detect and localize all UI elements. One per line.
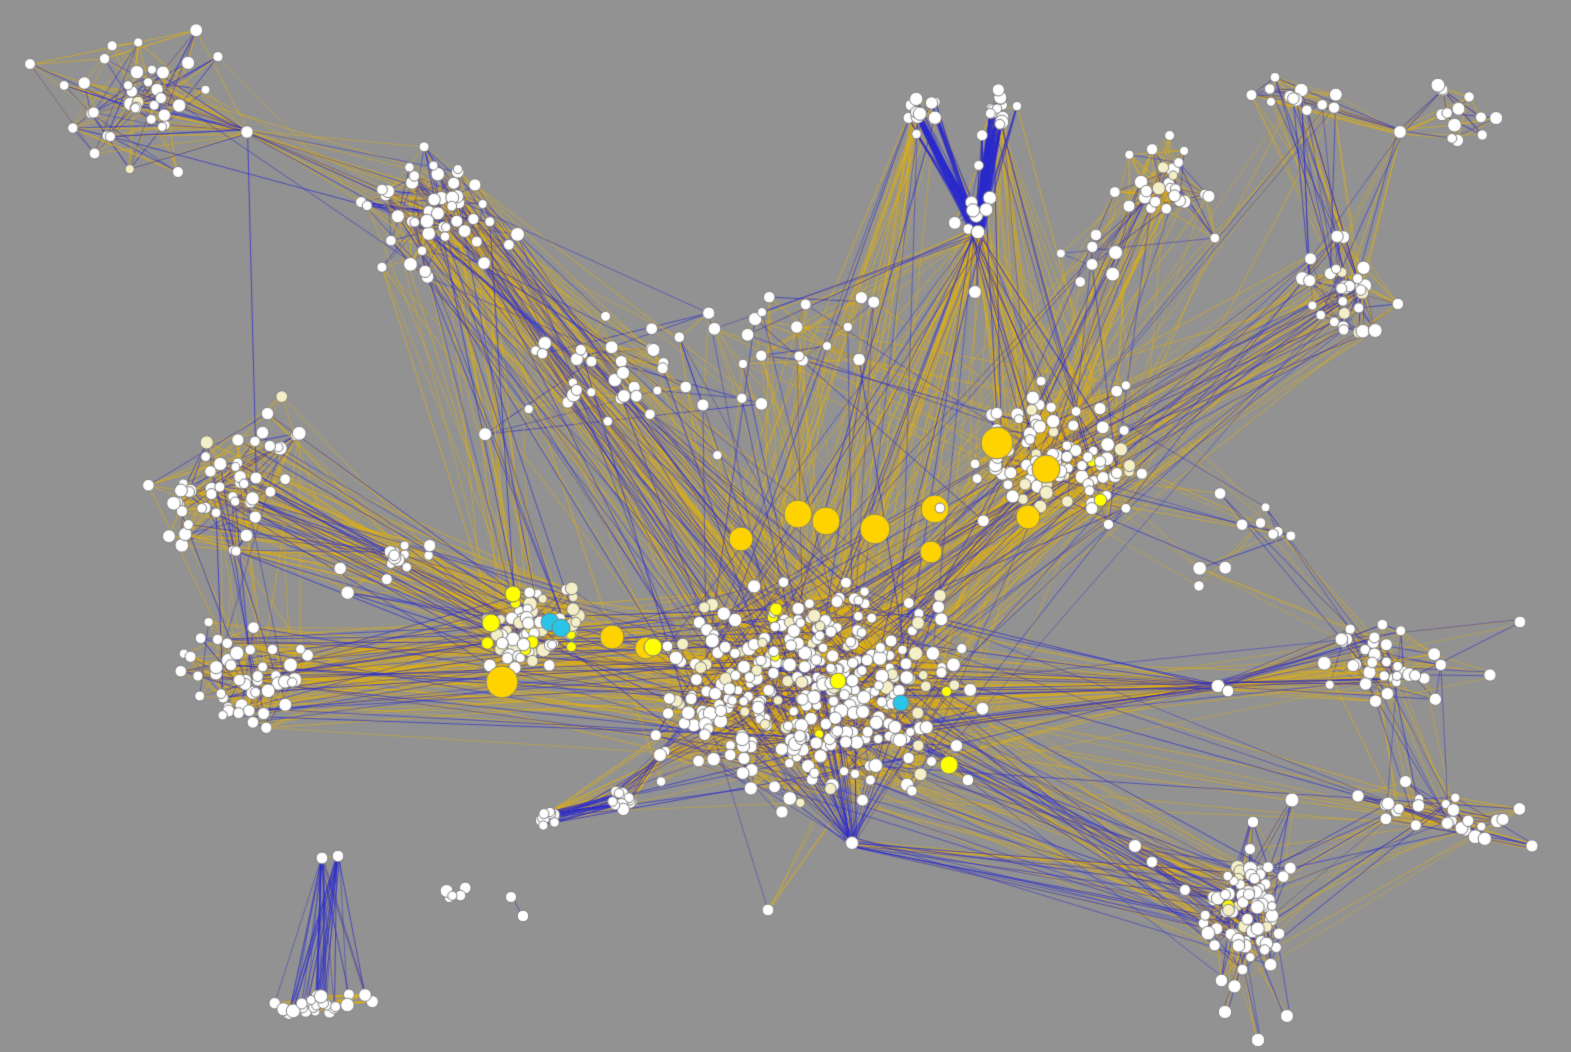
network-graph-canvas[interactable] [0, 0, 1571, 1052]
network-visualization [0, 0, 1571, 1052]
